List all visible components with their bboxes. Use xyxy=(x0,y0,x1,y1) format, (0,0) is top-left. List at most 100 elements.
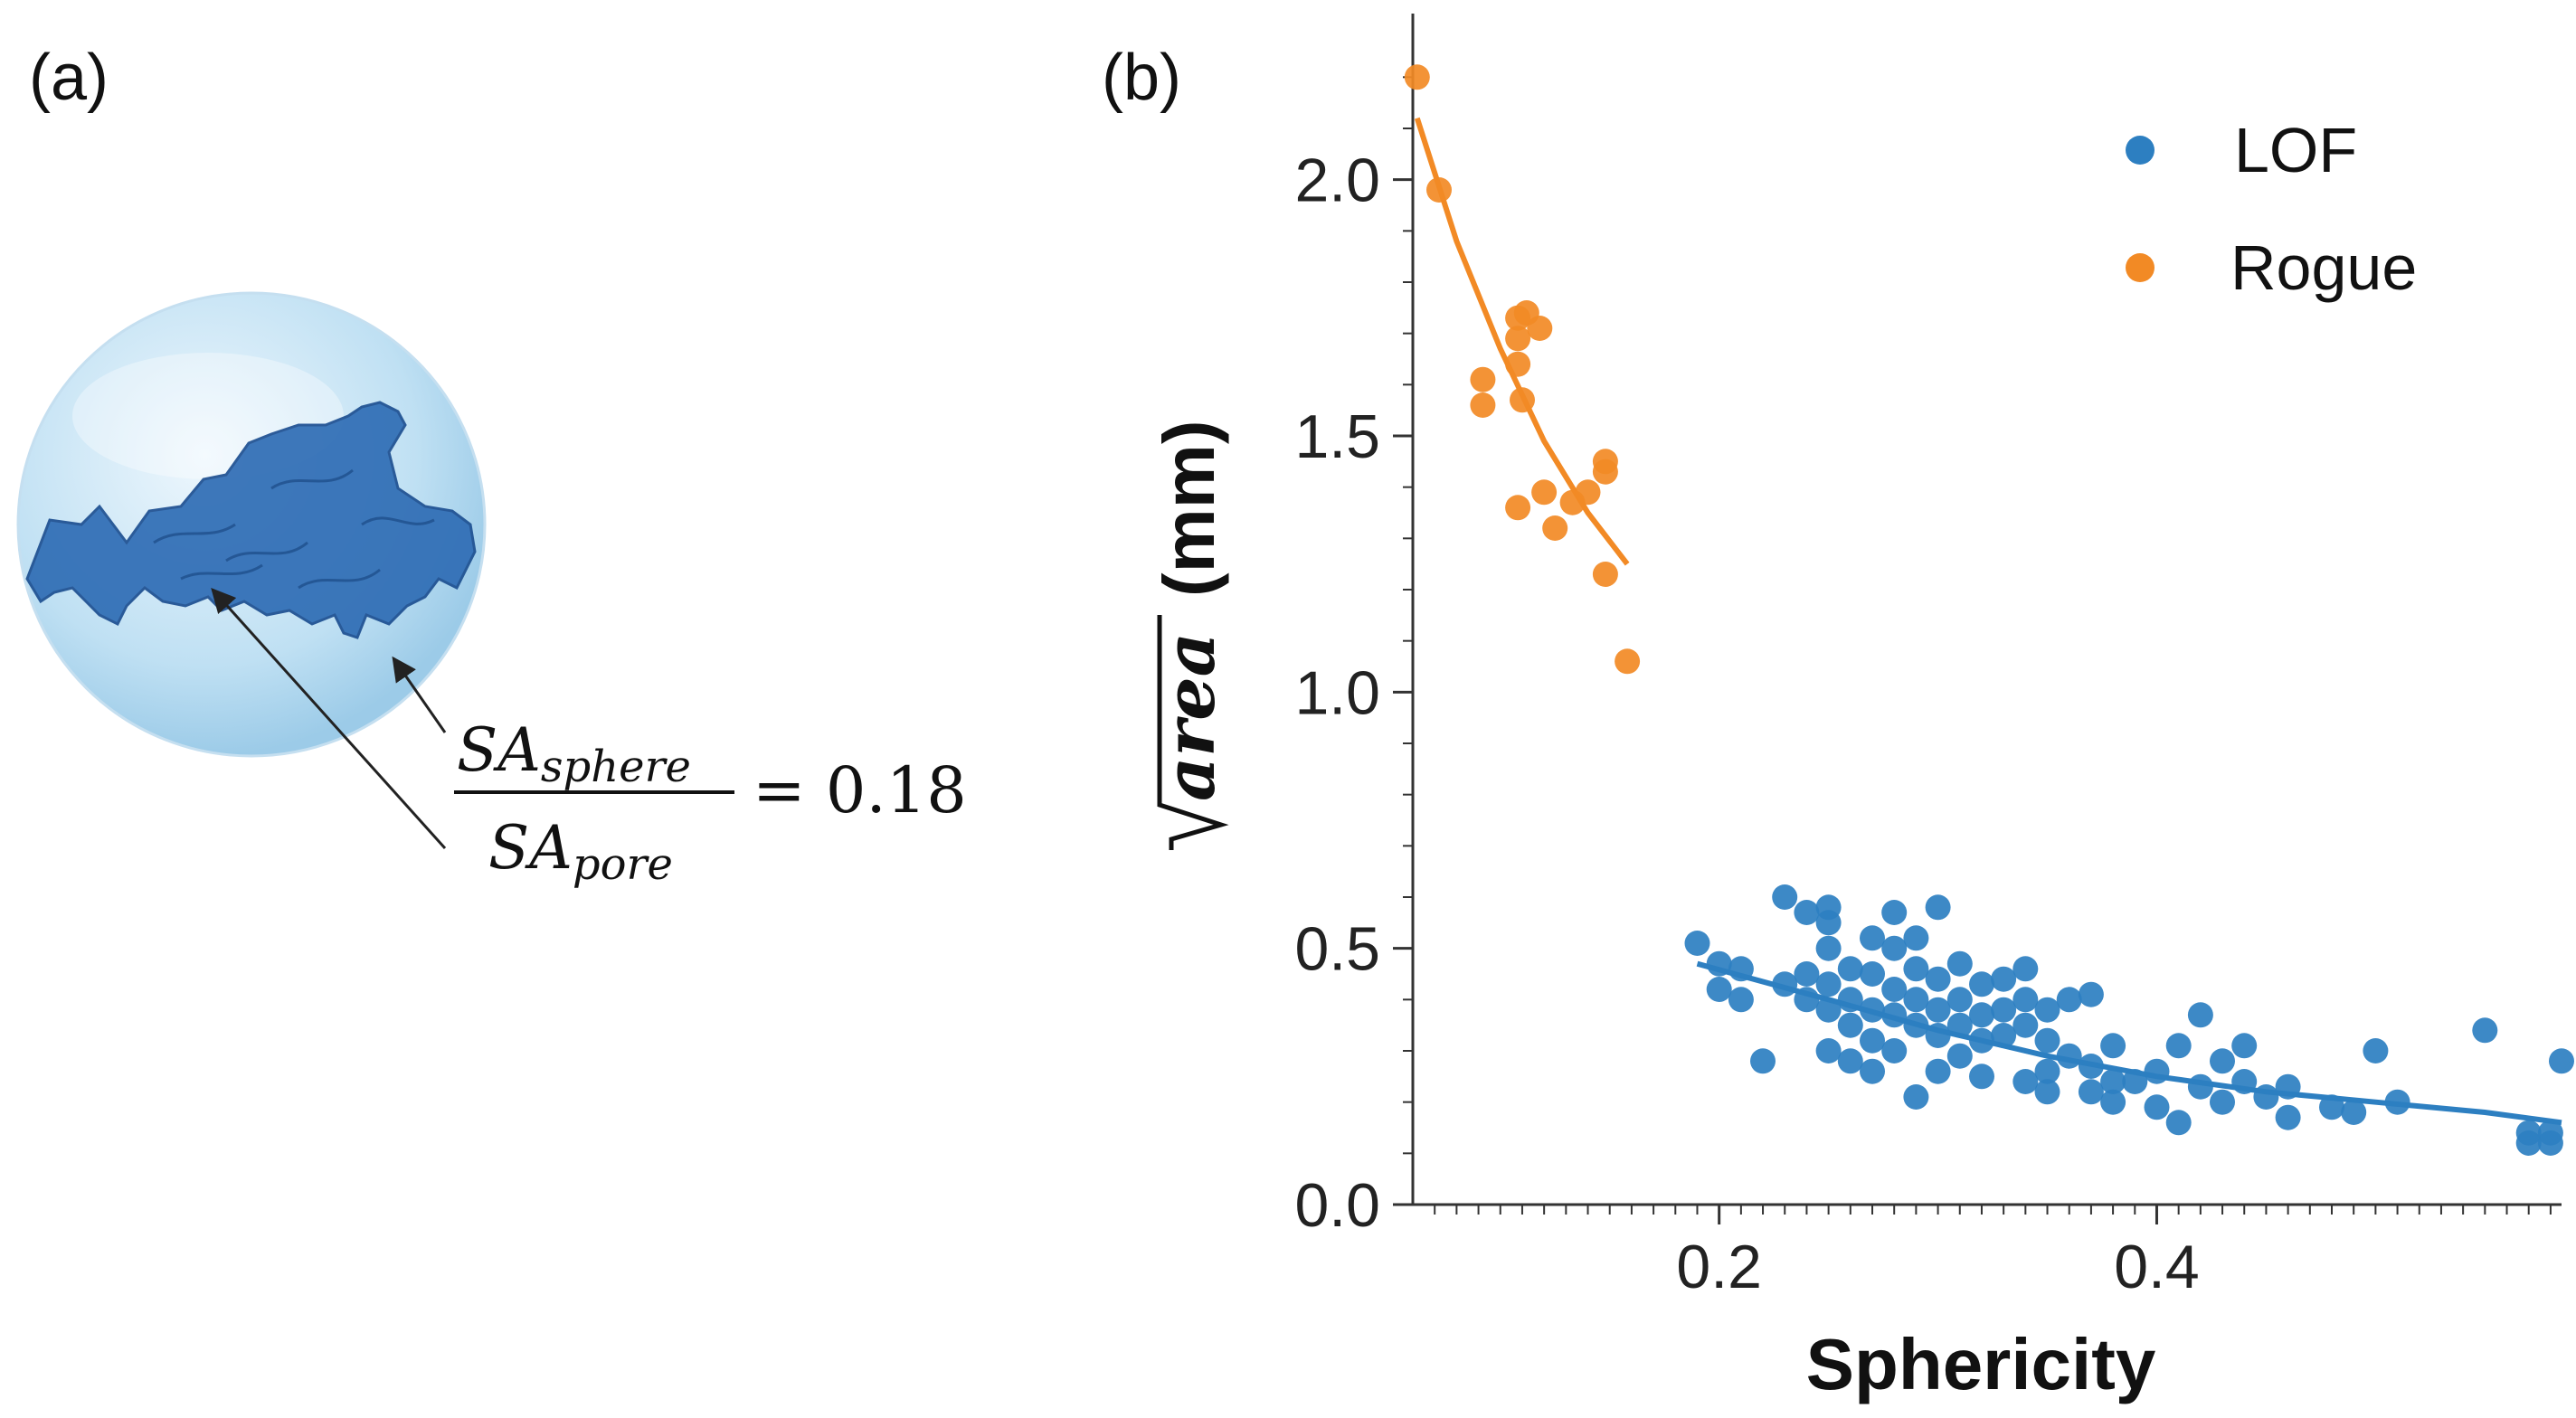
point-lof xyxy=(1969,1027,1994,1054)
point-rogue xyxy=(1470,366,1496,392)
point-lof xyxy=(2012,987,2039,1013)
point-lof xyxy=(1750,1048,1776,1074)
point-lof xyxy=(2187,1073,2213,1100)
panel-a: (a) SAsphere SApore = 0.18 xyxy=(16,42,967,890)
point-lof xyxy=(1815,997,1842,1023)
point-lof xyxy=(1903,987,1929,1013)
y-tick-label: 2.0 xyxy=(1294,147,1380,215)
point-rogue xyxy=(1575,479,1601,506)
point-lof xyxy=(2341,1100,2367,1125)
point-lof xyxy=(1881,1038,1908,1064)
point-lof xyxy=(1969,971,1994,997)
point-lof xyxy=(1925,966,1951,992)
point-rogue xyxy=(1542,515,1568,541)
y-tick-label: 0.0 xyxy=(1294,1171,1380,1240)
point-lof xyxy=(2078,1054,2104,1079)
panel-b-label: (b) xyxy=(1102,42,1181,114)
point-rogue xyxy=(1426,177,1452,203)
point-lof xyxy=(1946,950,1973,977)
x-tick-label: 0.2 xyxy=(1676,1233,1762,1301)
point-lof xyxy=(2275,1104,2301,1130)
point-lof xyxy=(1772,971,1798,997)
data-points xyxy=(1404,64,2574,1156)
point-lof xyxy=(2187,1002,2213,1028)
point-lof xyxy=(2034,997,2060,1023)
legend-marker-lof xyxy=(2126,136,2155,165)
point-lof xyxy=(1772,884,1798,910)
pore-texture xyxy=(153,468,435,590)
point-rogue xyxy=(1527,316,1553,341)
point-lof xyxy=(2144,1058,2170,1084)
point-lof xyxy=(1946,1012,1973,1038)
point-lof xyxy=(1969,1064,1994,1090)
legend-label-lof: LOF xyxy=(2234,115,2357,185)
point-lof xyxy=(1946,1043,1973,1069)
sphere-arrow xyxy=(392,656,447,733)
point-lof xyxy=(1991,966,2017,992)
point-rogue xyxy=(1505,495,1531,521)
point-lof xyxy=(2231,1069,2258,1094)
point-lof xyxy=(1837,987,1863,1013)
point-lof xyxy=(2472,1017,2498,1044)
point-lof xyxy=(1794,900,1820,925)
point-lof xyxy=(2100,1069,2126,1094)
point-rogue xyxy=(1404,64,1430,90)
point-rogue xyxy=(1592,458,1618,485)
point-lof xyxy=(1794,987,1820,1013)
sqrt-symbol xyxy=(1157,615,1229,850)
point-lof xyxy=(2122,1069,2148,1094)
point-lof xyxy=(1860,925,1885,951)
point-lof xyxy=(1903,925,1929,951)
point-lof xyxy=(2210,1048,2235,1074)
point-rogue xyxy=(1510,387,1535,413)
legend-label-rogue: Rogue xyxy=(2230,232,2417,303)
x-tick-label: 0.4 xyxy=(2114,1233,2200,1301)
point-lof xyxy=(2144,1094,2170,1120)
point-lof xyxy=(1837,1048,1863,1074)
y-axis-title-unit: (mm) xyxy=(1149,420,1229,597)
point-lof xyxy=(1860,961,1885,987)
sphericity-formula: SAsphere SApore = 0.18 xyxy=(454,715,967,890)
point-lof xyxy=(1684,931,1710,956)
point-lof xyxy=(2012,956,2039,982)
point-lof xyxy=(2012,1012,2039,1038)
point-lof xyxy=(2034,1058,2060,1084)
point-lof xyxy=(2537,1130,2563,1156)
point-lof xyxy=(1881,977,1908,1002)
formula-value: = 0.18 xyxy=(753,753,967,827)
legend-marker-rogue xyxy=(2126,253,2155,282)
point-rogue xyxy=(1470,392,1496,418)
point-lof xyxy=(2515,1130,2542,1156)
point-lof xyxy=(2078,1079,2104,1105)
point-lof xyxy=(1925,1023,1951,1048)
point-lof xyxy=(2078,981,2104,1007)
point-lof xyxy=(1860,1058,1885,1084)
point-lof xyxy=(2165,1110,2192,1136)
point-lof xyxy=(1881,1002,1908,1028)
y-axis-title: area (mm) xyxy=(1149,420,1230,850)
legend: LOF Rogue xyxy=(2126,115,2417,303)
point-lof xyxy=(1860,1027,1885,1054)
point-lof xyxy=(1815,935,1842,961)
panel-b: (b) area (mm) Sphericity 0.0 0.5 1.0 1.5 2.0… xyxy=(1102,14,2574,1404)
point-lof xyxy=(2034,1079,2060,1105)
point-lof xyxy=(2319,1094,2344,1120)
point-lof xyxy=(1925,1058,1951,1084)
point-lof xyxy=(2100,1033,2126,1059)
point-lof xyxy=(2210,1089,2235,1115)
chart-axes: 0.0 0.5 1.0 1.5 2.0 0.2 0.4 xyxy=(1294,14,2562,1301)
point-lof xyxy=(2034,1027,2060,1054)
point-rogue xyxy=(1505,326,1531,352)
point-lof xyxy=(1991,997,2017,1023)
point-lof xyxy=(1815,1038,1842,1064)
point-lof xyxy=(1728,987,1754,1013)
point-lof xyxy=(1881,900,1908,925)
point-lof xyxy=(1925,894,1951,921)
point-lof xyxy=(1903,1084,1929,1110)
y-axis-title-term: area xyxy=(1150,632,1230,801)
formula-denominator: SApore xyxy=(488,813,673,890)
sphere-illustration xyxy=(16,291,487,758)
point-lof xyxy=(1946,987,1973,1013)
point-lof xyxy=(1991,1023,2017,1048)
formula-numerator: SAsphere xyxy=(457,715,691,792)
